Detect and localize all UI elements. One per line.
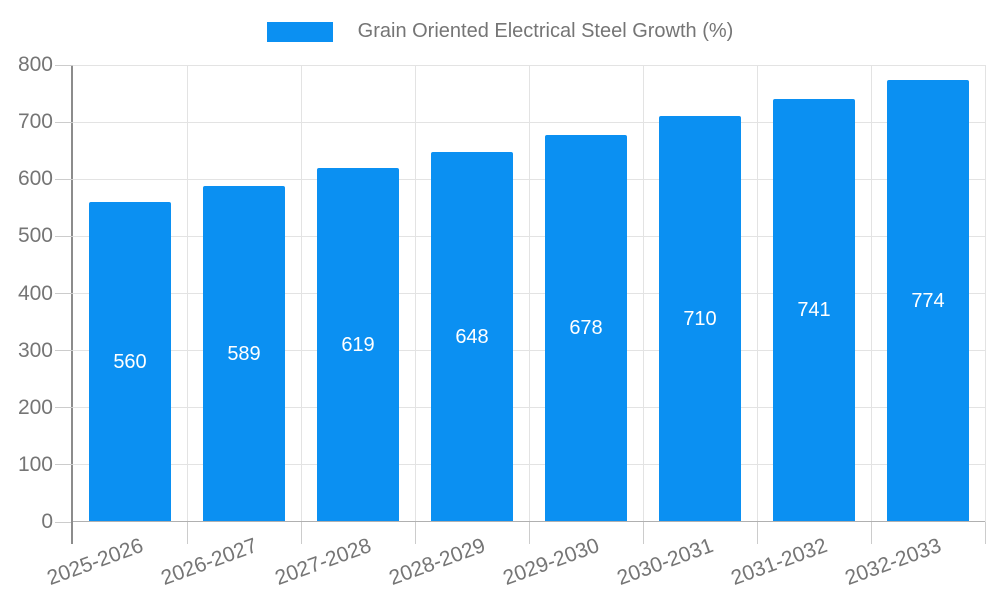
y-axis-label: 200 bbox=[17, 395, 53, 419]
x-tick bbox=[756, 522, 758, 544]
x-tick bbox=[71, 522, 73, 544]
bar-value-label: 589 bbox=[227, 342, 261, 365]
bar-value-label: 710 bbox=[683, 308, 717, 331]
bar[interactable] bbox=[545, 134, 627, 522]
x-tick bbox=[414, 522, 416, 544]
x-tick bbox=[186, 522, 188, 544]
y-axis-line bbox=[71, 65, 73, 544]
bar[interactable] bbox=[773, 98, 855, 522]
h-gridline bbox=[73, 464, 985, 466]
y-tick bbox=[55, 64, 73, 66]
bar-value-label: 619 bbox=[341, 334, 375, 357]
y-tick bbox=[55, 293, 73, 294]
h-gridline bbox=[73, 407, 985, 409]
legend-label: Grain Oriented Electrical Steel Growth (… bbox=[357, 20, 734, 42]
x-axis-label: 2029-2030 bbox=[499, 534, 602, 590]
bar-value-label: 648 bbox=[455, 325, 489, 348]
y-tick bbox=[55, 178, 73, 180]
h-gridline bbox=[73, 350, 985, 352]
y-tick bbox=[55, 121, 73, 123]
bar[interactable] bbox=[659, 116, 741, 522]
h-gridline bbox=[73, 235, 985, 237]
legend-swatch-icon bbox=[266, 21, 333, 42]
bar-value-label: 678 bbox=[569, 317, 603, 340]
y-tick bbox=[55, 407, 73, 409]
plot-area: 0 100 200 300 400 500 600 700 800 560 2025-2026 589… bbox=[18, 53, 986, 590]
y-tick bbox=[55, 521, 73, 523]
bar[interactable] bbox=[887, 79, 969, 522]
x-tick bbox=[300, 522, 302, 544]
x-axis-baseline bbox=[73, 521, 985, 522]
x-axis-label: 2025-2026 bbox=[43, 534, 146, 590]
y-tick bbox=[55, 235, 73, 237]
y-axis-label: 100 bbox=[17, 452, 53, 476]
bar[interactable] bbox=[317, 168, 399, 522]
x-axis-label: 2027-2028 bbox=[271, 534, 374, 590]
x-axis-label: 2031-2032 bbox=[727, 534, 830, 590]
bar[interactable] bbox=[89, 202, 171, 522]
v-gridline bbox=[984, 65, 986, 522]
x-tick bbox=[870, 522, 872, 544]
x-axis-label: 2028-2029 bbox=[385, 534, 488, 590]
y-axis-label: 500 bbox=[17, 224, 53, 248]
h-gridline bbox=[73, 121, 985, 123]
y-axis-label: 700 bbox=[17, 110, 53, 134]
y-axis-label: 800 bbox=[17, 53, 53, 76]
x-axis-label: 2032-2033 bbox=[841, 534, 944, 590]
h-gridline bbox=[73, 64, 985, 66]
h-gridline bbox=[73, 178, 985, 180]
bar[interactable] bbox=[431, 151, 513, 522]
bar-value-label: 560 bbox=[113, 351, 147, 374]
bar-value-label: 774 bbox=[911, 289, 945, 312]
x-axis-label: 2026-2027 bbox=[157, 534, 260, 590]
bar[interactable] bbox=[203, 185, 285, 522]
y-axis-label: 0 bbox=[41, 510, 53, 533]
x-tick bbox=[984, 522, 986, 544]
y-axis-label: 400 bbox=[17, 281, 53, 305]
x-axis-label: 2030-2031 bbox=[613, 534, 716, 590]
y-tick bbox=[55, 464, 73, 466]
x-tick bbox=[642, 522, 644, 544]
y-axis-label: 600 bbox=[17, 167, 53, 191]
bar-value-label: 741 bbox=[797, 299, 831, 322]
y-axis-label: 300 bbox=[17, 338, 53, 362]
y-tick bbox=[55, 350, 73, 352]
legend[interactable]: Grain Oriented Electrical Steel Growth (… bbox=[0, 20, 1000, 43]
x-tick bbox=[528, 522, 530, 544]
h-gridline bbox=[73, 293, 985, 294]
